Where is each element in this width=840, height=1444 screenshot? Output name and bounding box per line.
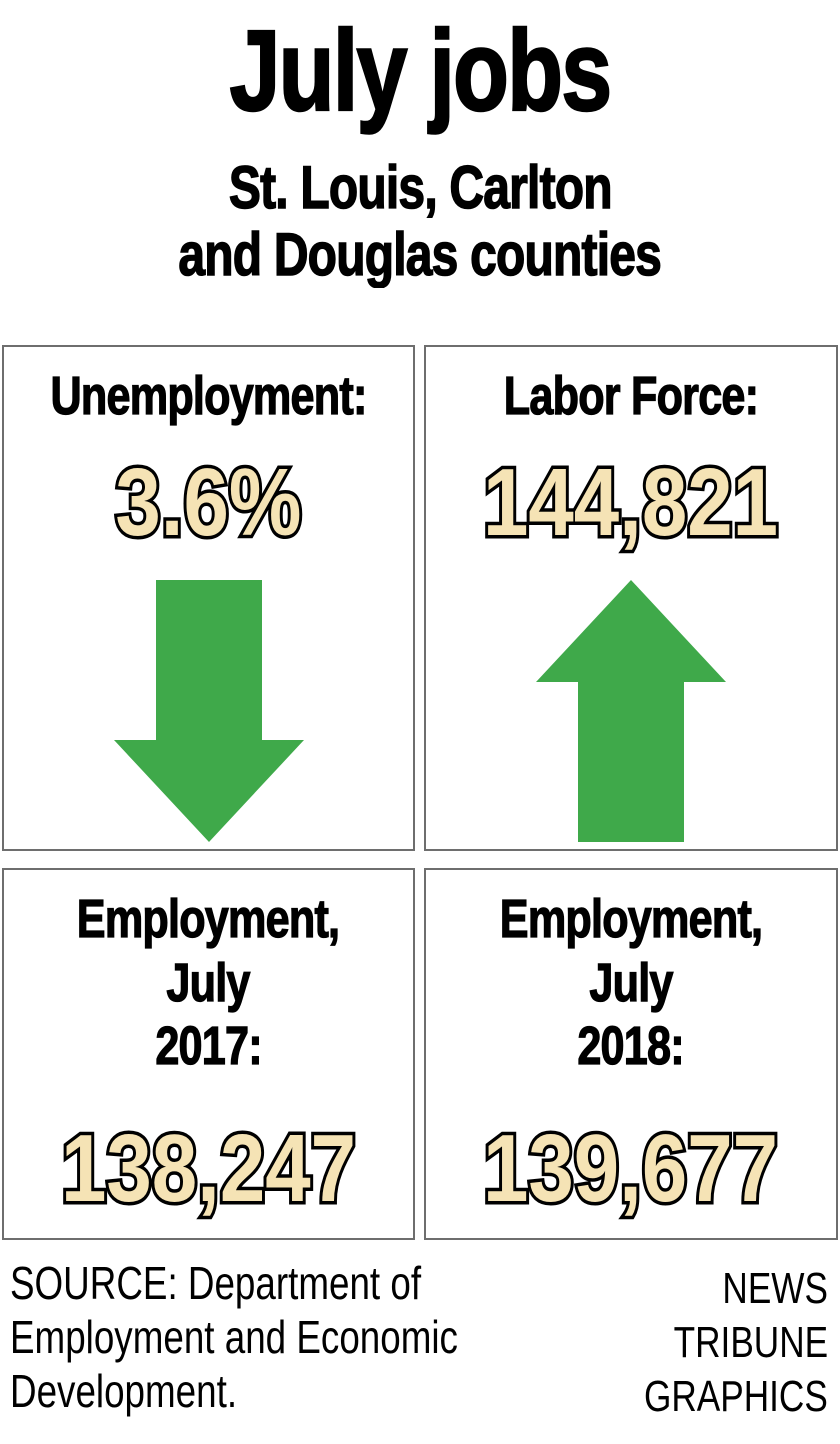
employment-2018-panel: Employment, July 2018: 139,677 139,677 (424, 868, 838, 1240)
employment-2017-label: Employment, July 2017: (77, 888, 341, 1077)
employment-2017-value: 138,247 138,247 (58, 1115, 359, 1223)
unemployment-label: Unemployment: (50, 365, 368, 426)
employment-2018-label: Employment, July 2018: (499, 888, 763, 1077)
unemployment-panel: Unemployment: 3.6% 3.6% (2, 345, 415, 851)
subtitle-line-2: and Douglas counties (178, 221, 663, 289)
employment-2018-value: 139,677 139,677 (481, 1115, 782, 1223)
employment-2017-panel: Employment, July 2017: 138,247 138,247 (2, 868, 415, 1240)
up-arrow-icon (536, 579, 726, 842)
masthead: July jobs St. Louis, Carlton and Douglas… (0, 0, 840, 289)
labor-force-label: Labor Force: (503, 365, 759, 426)
labor-force-panel: Labor Force: 144,821 144,821 (424, 345, 838, 851)
unemployment-value: 3.6% 3.6% (113, 448, 305, 556)
source-note: SOURCE: Department of Employment and Eco… (10, 1257, 458, 1417)
labor-force-value: 144,821 144,821 (481, 448, 782, 556)
graphics-credit: NEWS TRIBUNE GRAPHICS (644, 1264, 828, 1421)
page-title: July jobs (229, 7, 614, 136)
subtitle-line-1: St. Louis, Carlton (228, 153, 613, 221)
page-subtitle: St. Louis, Carlton and Douglas counties (0, 153, 840, 290)
down-arrow-icon (113, 579, 304, 842)
